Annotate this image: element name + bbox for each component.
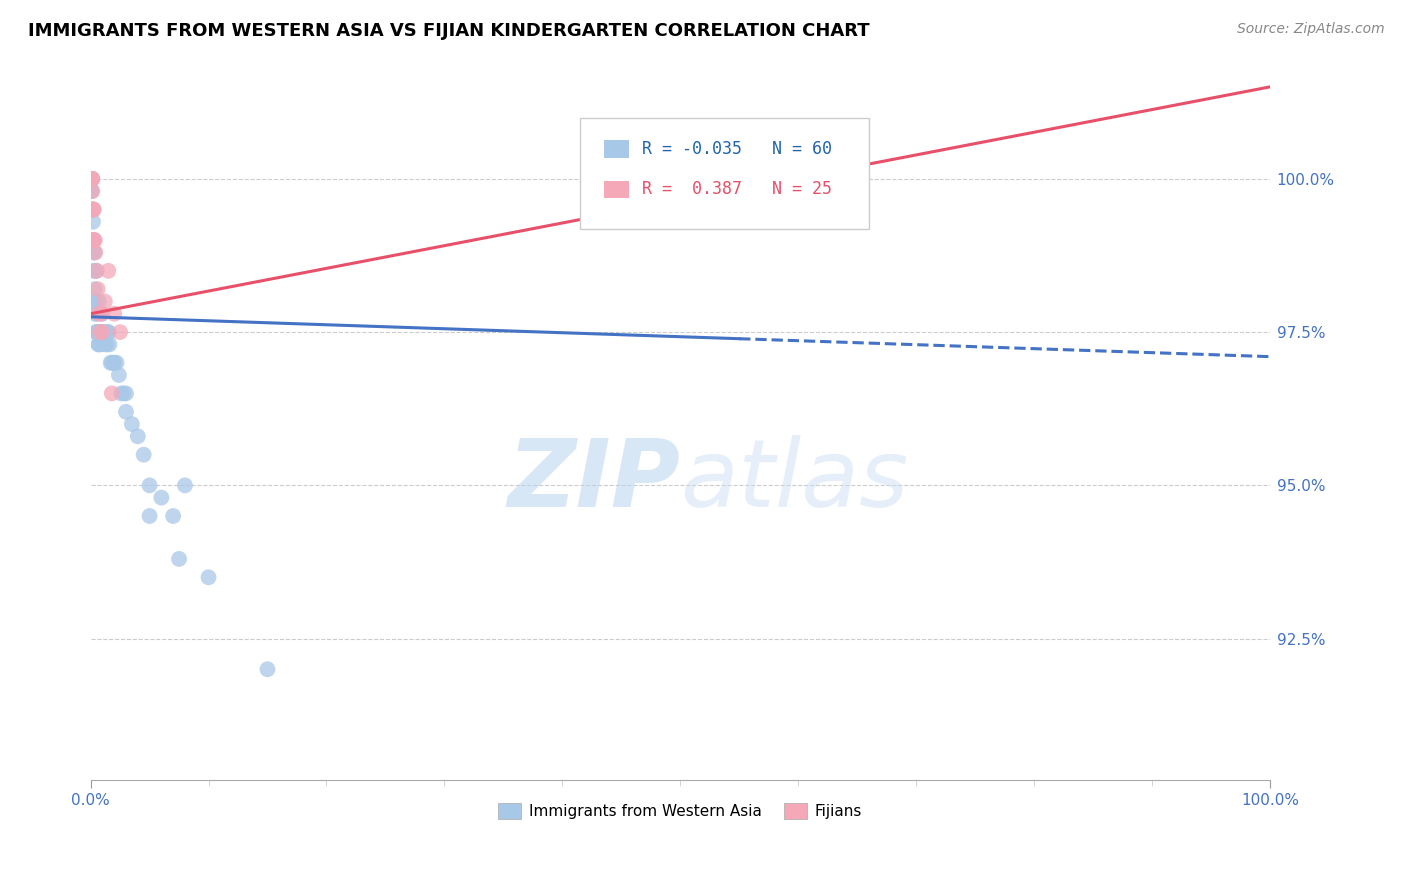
Point (83, 245, 105, 260)
Point (94, 294, 117, 309)
Point (86, 325, 108, 339)
Point (91, 307, 114, 321)
Point (103, 307, 125, 321)
Point (108, 325, 131, 339)
Point (89, 325, 111, 339)
Text: atlas: atlas (681, 435, 908, 526)
Point (86, 282, 108, 296)
Text: IMMIGRANTS FROM WESTERN ASIA VS FIJIAN KINDERGARTEN CORRELATION CHART: IMMIGRANTS FROM WESTERN ASIA VS FIJIAN K… (28, 22, 870, 40)
Point (110, 386, 132, 401)
Legend: Immigrants from Western Asia, Fijians: Immigrants from Western Asia, Fijians (492, 797, 869, 825)
Text: ZIP: ZIP (508, 435, 681, 527)
Point (115, 405, 138, 419)
Point (96, 337, 118, 351)
Point (80, 172, 103, 186)
Point (82, 202, 104, 217)
Point (90, 337, 112, 351)
Point (105, 356, 128, 370)
Point (84, 307, 107, 321)
Point (80, 172, 103, 186)
Point (84, 307, 107, 321)
Bar (603, 140, 628, 158)
Point (138, 478, 160, 492)
Point (83, 233, 105, 247)
Point (108, 368, 131, 382)
Point (150, 491, 173, 505)
Point (89, 325, 111, 339)
Point (127, 429, 149, 443)
Point (80, 172, 103, 186)
Point (103, 356, 125, 370)
Point (82, 215, 104, 229)
Point (112, 386, 135, 401)
Point (97, 325, 120, 339)
Point (82, 202, 104, 217)
Point (87, 337, 110, 351)
Point (97, 264, 120, 278)
Point (115, 386, 138, 401)
Point (83, 202, 105, 217)
Point (80, 172, 103, 186)
Point (103, 356, 125, 370)
Point (90, 325, 112, 339)
Point (83, 282, 105, 296)
Point (846, 172, 869, 186)
Point (91, 325, 114, 339)
Point (84, 294, 107, 309)
Point (82, 233, 104, 247)
Point (86, 264, 108, 278)
Point (100, 356, 122, 370)
Point (121, 417, 143, 431)
Point (86, 264, 108, 278)
Point (82, 172, 104, 186)
Point (162, 508, 184, 523)
Text: Source: ZipAtlas.com: Source: ZipAtlas.com (1237, 22, 1385, 37)
Point (91, 325, 114, 339)
Point (84, 294, 107, 309)
Point (83, 202, 105, 217)
Point (83, 233, 105, 247)
Point (80, 172, 103, 186)
Point (101, 356, 124, 370)
Point (197, 570, 219, 584)
Point (89, 325, 111, 339)
Point (87, 337, 110, 351)
Point (86, 325, 108, 339)
Point (132, 448, 155, 462)
Point (87, 294, 110, 309)
Point (101, 386, 124, 401)
Bar (603, 180, 628, 198)
Text: R = -0.035   N = 60: R = -0.035 N = 60 (643, 140, 832, 158)
Point (94, 337, 117, 351)
Point (83, 245, 105, 260)
Point (86, 325, 108, 339)
Point (83, 264, 105, 278)
Point (87, 307, 110, 321)
FancyBboxPatch shape (581, 119, 869, 228)
Point (83, 264, 105, 278)
Point (174, 478, 197, 492)
Point (98, 337, 121, 351)
Point (167, 552, 190, 566)
Point (80, 184, 103, 198)
Point (80, 172, 103, 186)
Point (82, 202, 104, 217)
Point (80, 184, 103, 198)
Text: R =  0.387   N = 25: R = 0.387 N = 25 (643, 180, 832, 198)
Point (138, 508, 160, 523)
Point (82, 233, 104, 247)
Point (97, 325, 120, 339)
Point (94, 325, 117, 339)
Point (83, 233, 105, 247)
Point (84, 325, 107, 339)
Point (90, 307, 112, 321)
Point (256, 662, 278, 676)
Point (93, 325, 115, 339)
Point (84, 245, 107, 260)
Point (82, 184, 104, 198)
